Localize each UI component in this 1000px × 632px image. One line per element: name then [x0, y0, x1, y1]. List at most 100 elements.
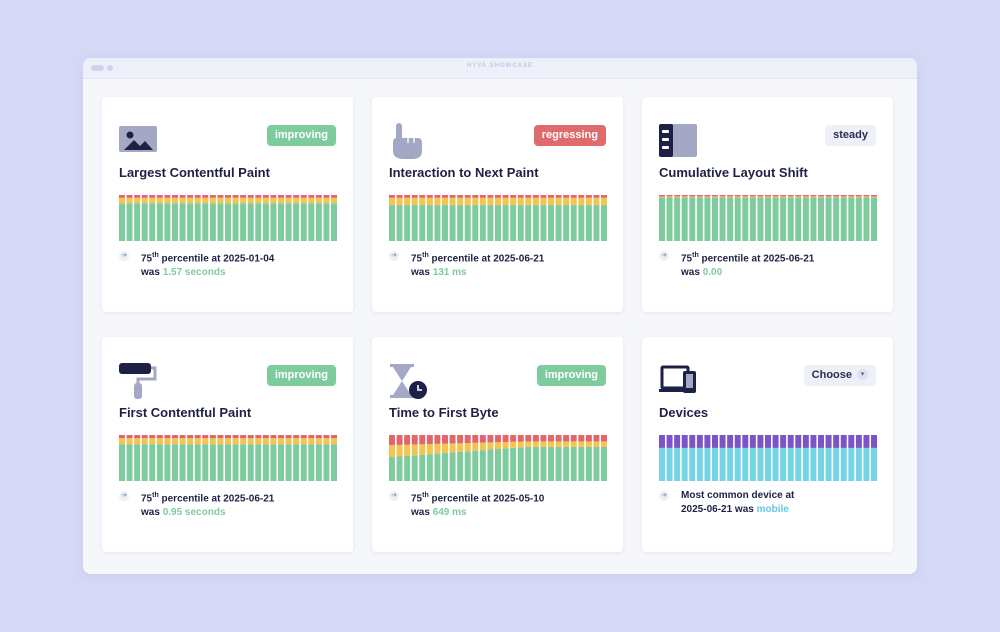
- card-lcp[interactable]: improving Largest Contentful Paint ➔ 75t…: [102, 97, 353, 312]
- bar-segment-poor: [141, 195, 148, 198]
- bar-segment-needs_improvement: [434, 197, 441, 206]
- bar-segment-mobile: [689, 447, 696, 481]
- bar-segment-poor: [472, 195, 479, 198]
- bar-segment-needs_improvement: [202, 197, 209, 204]
- bar-segment-good: [315, 444, 322, 481]
- bar-segment-good: [548, 205, 554, 241]
- bar-segment-poor: [548, 195, 554, 198]
- stat-line: was 649 ms: [411, 507, 467, 519]
- card-fcp[interactable]: improving First Contentful Paint ➔ 75th …: [102, 337, 353, 552]
- window-control[interactable]: [91, 65, 104, 71]
- bar-segment-poor: [449, 195, 456, 198]
- bar-segment-poor: [734, 195, 741, 197]
- bar-segment-good: [300, 203, 307, 241]
- bar-segment-poor: [517, 435, 524, 442]
- window-control[interactable]: [107, 65, 113, 71]
- bar-segment-needs_improvement: [240, 197, 247, 204]
- bar-segment-poor: [411, 195, 418, 198]
- bar-segment-needs_improvement: [255, 438, 262, 445]
- bar-segment-poor: [749, 195, 756, 197]
- card-inp[interactable]: regressing Interaction to Next Paint ➔ 7…: [372, 97, 623, 312]
- bar-segment-needs_improvement: [156, 197, 163, 204]
- bar-segment-needs_improvement: [389, 445, 395, 458]
- bar-segment-needs_improvement: [772, 196, 779, 198]
- bar-segment-good: [734, 197, 741, 241]
- bar-segment-mobile: [696, 447, 703, 481]
- bar-segment-needs_improvement: [457, 197, 464, 206]
- bar-segment-poor: [457, 195, 464, 198]
- bar-segment-poor: [810, 195, 817, 197]
- stat-value: 131 ms: [432, 267, 467, 279]
- bar-segment-poor: [719, 195, 726, 197]
- bar-segment-poor: [217, 195, 224, 198]
- bar-segment-needs_improvement: [540, 197, 547, 206]
- bar-segment-poor: [308, 195, 315, 198]
- bar-segment-needs_improvement: [285, 438, 292, 445]
- bar-segment-needs_improvement: [285, 197, 292, 204]
- bar-segment-poor: [134, 195, 141, 198]
- card-cls[interactable]: steady Cumulative Layout Shift ➔ 75th pe…: [642, 97, 893, 312]
- bar-segment-poor: [495, 435, 501, 443]
- bar-segment-mobile: [734, 447, 741, 481]
- bar-segment-poor: [765, 195, 771, 197]
- bar-segment-desktop: [689, 435, 696, 448]
- bar-segment-poor: [331, 195, 337, 198]
- bar-segment-poor: [194, 435, 201, 439]
- bar-segment-poor: [389, 435, 395, 446]
- bar-segment-good: [164, 203, 171, 241]
- bar-segment-mobile: [719, 447, 726, 481]
- card-ttfb[interactable]: improving Time to First Byte ➔ 75th perc…: [372, 337, 623, 552]
- bar-segment-good: [464, 451, 471, 481]
- bar-segment-needs_improvement: [570, 441, 577, 447]
- bar-segment-poor: [563, 195, 570, 198]
- arrow-right-icon: ➔: [389, 491, 399, 501]
- bar-segment-needs_improvement: [419, 444, 426, 455]
- stacked-bar-chart: [389, 195, 607, 241]
- bar-segment-poor: [247, 195, 254, 198]
- bar-segment-needs_improvement: [495, 197, 501, 206]
- bar-segment-needs_improvement: [247, 438, 254, 445]
- bar-segment-good: [434, 453, 441, 481]
- stat-line: 75th percentile at 2025-06-21: [681, 252, 815, 265]
- bar-segment-needs_improvement: [270, 197, 277, 204]
- bar-segment-good: [578, 205, 585, 241]
- bar-segment-needs_improvement: [601, 441, 607, 447]
- bar-segment-good: [727, 197, 734, 241]
- hourglass-clock-icon: [390, 364, 427, 399]
- bar-segment-needs_improvement: [855, 196, 862, 198]
- bar-segment-poor: [704, 195, 711, 197]
- bar-segment-good: [247, 444, 254, 481]
- bar-segment-needs_improvement: [164, 438, 171, 445]
- bar-segment-needs_improvement: [863, 196, 870, 198]
- bar-segment-needs_improvement: [262, 438, 269, 445]
- bar-segment-good: [749, 197, 756, 241]
- bar-segment-good: [411, 455, 418, 481]
- stacked-bar-chart: [659, 195, 877, 241]
- bar-segment-good: [674, 197, 681, 241]
- bar-segment-poor: [681, 195, 688, 197]
- bar-segment-good: [449, 205, 456, 241]
- device-choose-dropdown[interactable]: Choose ▾: [803, 365, 876, 386]
- arrow-right-icon: ➔: [389, 251, 399, 261]
- bar-segment-desktop: [825, 435, 832, 448]
- bar-segment-poor: [689, 195, 696, 197]
- bar-segment-good: [578, 446, 585, 481]
- bar-segment-needs_improvement: [149, 197, 156, 204]
- stat-block: ➔ 75th percentile at 2025-06-21 was 0.00: [659, 249, 879, 280]
- bar-segment-good: [479, 450, 486, 481]
- bar-segment-good: [232, 444, 239, 481]
- stat-block: ➔ 75th percentile at 2025-05-10 was 649 …: [389, 489, 609, 520]
- bar-segment-needs_improvement: [840, 196, 847, 198]
- bar-segment-needs_improvement: [495, 442, 501, 449]
- card-title: Largest Contentful Paint: [119, 165, 270, 180]
- bar-segment-needs_improvement: [548, 441, 554, 447]
- card-devices[interactable]: Choose ▾ Devices ➔ Most common device at …: [642, 337, 893, 552]
- bar-segment-needs_improvement: [172, 197, 178, 204]
- bar-segment-poor: [396, 435, 403, 445]
- card-title: First Contentful Paint: [119, 405, 252, 420]
- stacked-bar-chart: [659, 435, 877, 481]
- bar-segment-poor: [126, 435, 133, 439]
- arrow-right-icon: ➔: [119, 491, 129, 501]
- bar-segment-good: [712, 197, 718, 241]
- bar-segment-good: [704, 197, 711, 241]
